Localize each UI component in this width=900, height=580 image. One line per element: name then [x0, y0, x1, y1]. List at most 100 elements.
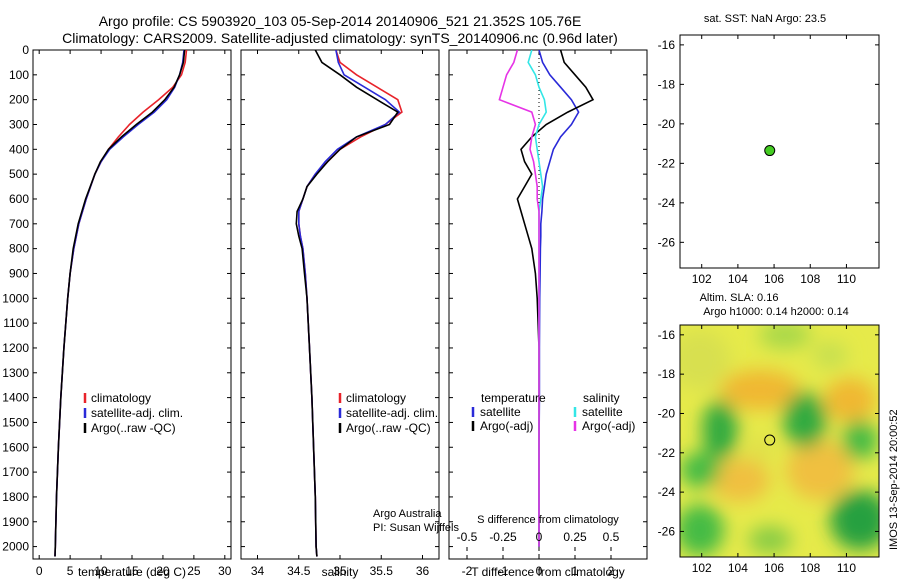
x-axis-label: salinity	[322, 565, 359, 579]
figure-title-line2: Climatology: CARS2009. Satellite-adjuste…	[62, 30, 618, 46]
series-line-argo-raw-qc-	[54, 50, 186, 557]
x-tick-label: 0	[36, 564, 43, 578]
x-tick-label: 15	[125, 564, 139, 578]
credit-line2: PI: Susan Wijffels	[373, 522, 459, 534]
y-tick-label: 700	[9, 217, 29, 231]
y-tick-label: 900	[9, 266, 29, 280]
plot-frame	[240, 49, 440, 560]
x-tick-label: -2	[462, 564, 473, 578]
temperature-panel: 0 5 10 15 20 25 300100200300400500600700800900…	[2, 43, 232, 579]
x-tick-label: 104	[728, 272, 748, 286]
y-tick-label: 1600	[2, 440, 29, 454]
y-tick-label: 1400	[2, 391, 29, 405]
y-tick-label: -22	[658, 156, 676, 170]
x-tick-label: 108	[800, 561, 820, 575]
x-tick-label: 34	[251, 564, 265, 578]
y-tick-label: -18	[658, 77, 676, 91]
y-tick-label: -20	[658, 406, 676, 420]
x-tick-label: 5	[67, 564, 74, 578]
credit-line1: Argo Australia	[373, 508, 442, 520]
x-tick-label: 34.5	[287, 564, 311, 578]
argo-position-marker	[764, 434, 776, 446]
legend-label: satellite-adj. clim.	[91, 406, 183, 420]
side-stamp: IMOS 13-Sep-2014 20:00:52	[884, 380, 900, 580]
y-tick-label: -16	[658, 328, 676, 342]
x-tick-label: 110	[837, 561, 856, 575]
figure-title-line1: Argo profile: CS 5903920_103 05-Sep-2014…	[99, 13, 582, 29]
s-tick-label: 0.5	[603, 530, 620, 544]
x-tick-label: 35.5	[370, 564, 394, 578]
legend-label: Argo(..raw -QC)	[346, 421, 431, 435]
legend-label: Argo(-adj)	[582, 419, 635, 433]
s-tick-label: 0.25	[563, 530, 587, 544]
series-line-argo-raw-qc-	[295, 50, 399, 557]
y-tick-label: -24	[658, 485, 676, 499]
legend-title-temperature: temperature	[481, 391, 546, 405]
x-tick-label: 0	[536, 564, 543, 578]
series-lines	[498, 50, 595, 547]
legend-label: Argo(-adj)	[480, 419, 533, 433]
argo-position-marker	[764, 145, 776, 157]
y-tick-label: -26	[658, 235, 676, 249]
sla-map-title2: Argo h1000: 0.14 h2000: 0.14	[703, 306, 849, 318]
x-axis-label: T difference from climatology	[471, 565, 625, 579]
x-tick-label: 110	[837, 272, 856, 286]
y-tick-label: 1700	[2, 465, 29, 479]
s-tick-label: -0.5	[457, 530, 478, 544]
y-tick-label: 2000	[2, 540, 29, 554]
y-tick-label: 1800	[2, 490, 29, 504]
x-tick-label: 106	[764, 561, 784, 575]
y-tick-label: 1200	[2, 341, 29, 355]
side-stamp-text: IMOS 13-Sep-2014 20:00:52	[888, 409, 900, 550]
sst-map-title: sat. SST: NaN Argo: 23.5	[704, 13, 826, 25]
difference-panel: -2 -1 0 1 2T difference from climatology -0.5…	[448, 49, 648, 579]
y-tick-label: -26	[658, 524, 676, 538]
x-tick-label: 36	[416, 564, 430, 578]
y-tick-label: 1000	[2, 291, 29, 305]
y-tick-label: -18	[658, 367, 676, 381]
x-tick-label: 2	[608, 564, 615, 578]
series-lines	[54, 50, 188, 557]
x-tick-label: 30	[218, 564, 232, 578]
y-tick-label: -16	[658, 38, 676, 52]
sla-map: 102 104 106 108 110 -16 -18 -20 -22 -24 -26	[658, 324, 880, 575]
y-tick-label: 800	[9, 242, 29, 256]
legend-label: climatology	[91, 391, 151, 405]
sla-field	[680, 325, 879, 556]
map-frame	[679, 34, 880, 269]
x-tick-label: 35	[333, 564, 347, 578]
legend-label: satellite	[582, 405, 623, 419]
y-tick-label: 600	[9, 192, 29, 206]
series-lines	[295, 50, 403, 557]
legend-label: Argo(..raw -QC)	[91, 421, 176, 435]
s-tick-label: 0	[536, 530, 543, 544]
x-tick-label: 104	[728, 561, 748, 575]
sla-map-title1: Altim. SLA: 0.16	[700, 292, 779, 304]
legend-label: satellite	[480, 405, 521, 419]
plot-frame	[448, 49, 648, 560]
x-tick-label: 106	[764, 272, 784, 286]
y-tick-label: 1900	[2, 515, 29, 529]
y-tick-label: 200	[9, 93, 29, 107]
y-tick-label: 1300	[2, 366, 29, 380]
y-tick-label: -22	[658, 446, 676, 460]
y-tick-label: -20	[658, 117, 676, 131]
y-tick-label: 1100	[3, 316, 29, 330]
y-tick-label: 300	[9, 117, 29, 131]
x-tick-label: 1	[572, 564, 579, 578]
x-tick-label: -1	[498, 564, 509, 578]
y-tick-label: 1500	[2, 415, 29, 429]
x-tick-label: 20	[156, 564, 170, 578]
y-tick-label: 500	[9, 167, 29, 181]
salinity-difference-label: S difference from climatology	[477, 514, 619, 526]
x-tick-label: 108	[800, 272, 820, 286]
salinity-panel: 34 34.5 35 35.5 36 salinity climatologysatelli…	[240, 49, 440, 579]
legend-label: satellite-adj. clim.	[346, 406, 438, 420]
legend-title-salinity: salinity	[583, 391, 620, 405]
y-tick-label: -24	[658, 196, 676, 210]
series-line-salinity-argo-adj-	[498, 50, 540, 547]
s-tick-label: -0.25	[489, 530, 517, 544]
y-tick-label: 100	[9, 68, 29, 82]
legend-label: climatology	[346, 391, 406, 405]
